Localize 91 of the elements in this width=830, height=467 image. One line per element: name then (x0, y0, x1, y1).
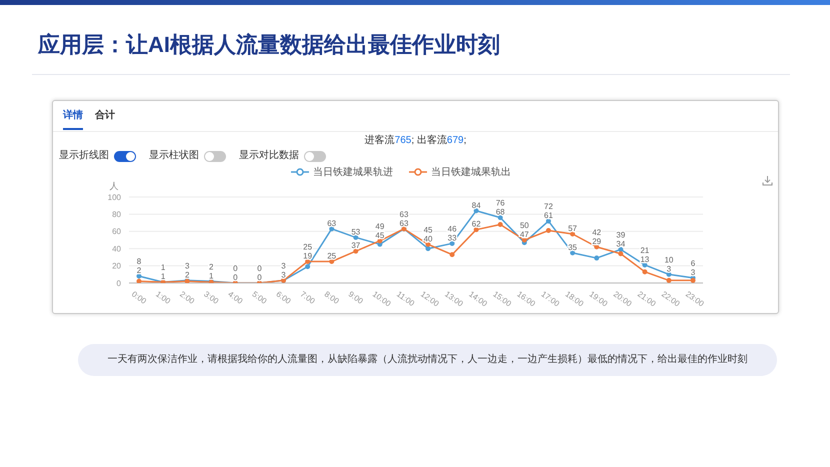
y-tick-label: 100 (108, 192, 122, 202)
point (305, 264, 310, 270)
x-tick-label: 8:00 (322, 290, 342, 306)
data-label: 39 (616, 230, 626, 240)
point (498, 222, 503, 228)
data-label: 63 (400, 210, 409, 219)
x-tick-label: 2:00 (178, 290, 197, 306)
text: 显示对比数据 (239, 150, 299, 162)
data-label: 34 (616, 239, 626, 248)
data-label: 8 (136, 257, 142, 266)
data-label: 0 (257, 273, 262, 282)
point (546, 228, 551, 234)
data-label: 37 (351, 241, 361, 250)
data-label: 3 (666, 264, 672, 274)
data-label: 33 (448, 233, 458, 242)
data-label: 63 (400, 218, 409, 228)
text: 合计 (95, 110, 115, 123)
chart-subtitle: 进客流765; 出客流679; (364, 135, 466, 146)
x-tick-label: 4:00 (226, 290, 245, 306)
data-label: 13 (640, 254, 650, 264)
chart-title: 应用层：让AI根据人流量数据给出最佳作业时刻 (38, 31, 500, 59)
data-label: 19 (303, 252, 313, 260)
text: 显示柱状图 (149, 150, 199, 162)
data-label: 63 (327, 218, 337, 228)
data-label: 2 (209, 262, 214, 272)
data-label: 3 (281, 261, 286, 270)
data-label: 46 (448, 224, 458, 234)
x-tick-label: 3:00 (202, 290, 221, 306)
data-label: 3 (184, 261, 190, 270)
data-label: 84 (472, 200, 482, 210)
data-label: 25 (327, 252, 337, 260)
legend-label: 当日铁建城果轨进 (313, 166, 393, 179)
point (426, 246, 431, 252)
point (594, 256, 600, 261)
x-tick-label: 7:00 (298, 290, 317, 306)
y-tick-label: 60 (112, 227, 122, 236)
data-label: 1 (160, 263, 166, 272)
point (450, 252, 455, 258)
data-label: 57 (568, 224, 578, 233)
point (450, 240, 455, 246)
data-label: 76 (496, 198, 506, 208)
point (136, 278, 142, 283)
data-label: 40 (424, 234, 434, 244)
data-label: 45 (424, 225, 434, 234)
data-label: 0 (257, 264, 262, 273)
x-tick-label: 1:00 (154, 290, 172, 306)
point (666, 278, 672, 283)
y-tick-label: 40 (112, 244, 122, 254)
data-label: 21 (640, 246, 650, 255)
x-tick-label: 6:00 (274, 290, 293, 306)
data-label: 50 (520, 221, 530, 230)
data-label: 1 (160, 272, 166, 282)
data-label: 62 (472, 220, 482, 229)
data-label: 2 (184, 270, 190, 280)
data-label: 0 (233, 273, 238, 282)
data-label: 42 (592, 228, 602, 237)
y-tick-label: 80 (112, 210, 122, 220)
data-label: 10 (664, 255, 674, 264)
point (570, 231, 576, 236)
data-label: 6 (690, 258, 696, 268)
text: 显示折线图 (59, 150, 109, 162)
data-label: 0 (233, 264, 238, 273)
point (690, 278, 696, 283)
data-label: 53 (351, 227, 361, 236)
y-tick-label: 0 (116, 278, 122, 288)
data-label: 25 (303, 242, 313, 252)
point (498, 215, 503, 220)
data-label: 3 (281, 270, 286, 280)
data-label: 47 (520, 230, 530, 239)
point (546, 218, 551, 224)
legend-label: 当日铁建城果轨出 (431, 166, 511, 179)
point (136, 274, 142, 279)
y-tick-label: 20 (112, 262, 122, 271)
data-label: 29 (592, 236, 602, 246)
text: 一天有两次保洁作业，请根据我给你的人流量图，从缺陷暴露（人流扰动情况下，人一边走，一边产生损耗）最低的情况下，给出最佳的作业时刻 (108, 354, 748, 365)
data-label: 68 (496, 208, 506, 217)
point (642, 269, 648, 274)
data-label: 61 (544, 211, 554, 220)
x-tick-label: 0:00 (130, 290, 148, 306)
data-label: 3 (690, 268, 696, 277)
x-tick-label: 5:00 (250, 290, 269, 306)
data-label: 35 (568, 242, 578, 252)
data-label: 72 (544, 202, 554, 212)
text: 详情 (63, 110, 83, 130)
point (618, 251, 624, 256)
data-label: 2 (136, 266, 142, 276)
x-tick-label: 9:00 (346, 290, 366, 306)
data-label: 49 (375, 222, 385, 231)
y-axis-title: 人 (110, 181, 118, 191)
data-label: 45 (375, 230, 385, 240)
data-label: 1 (209, 271, 214, 280)
